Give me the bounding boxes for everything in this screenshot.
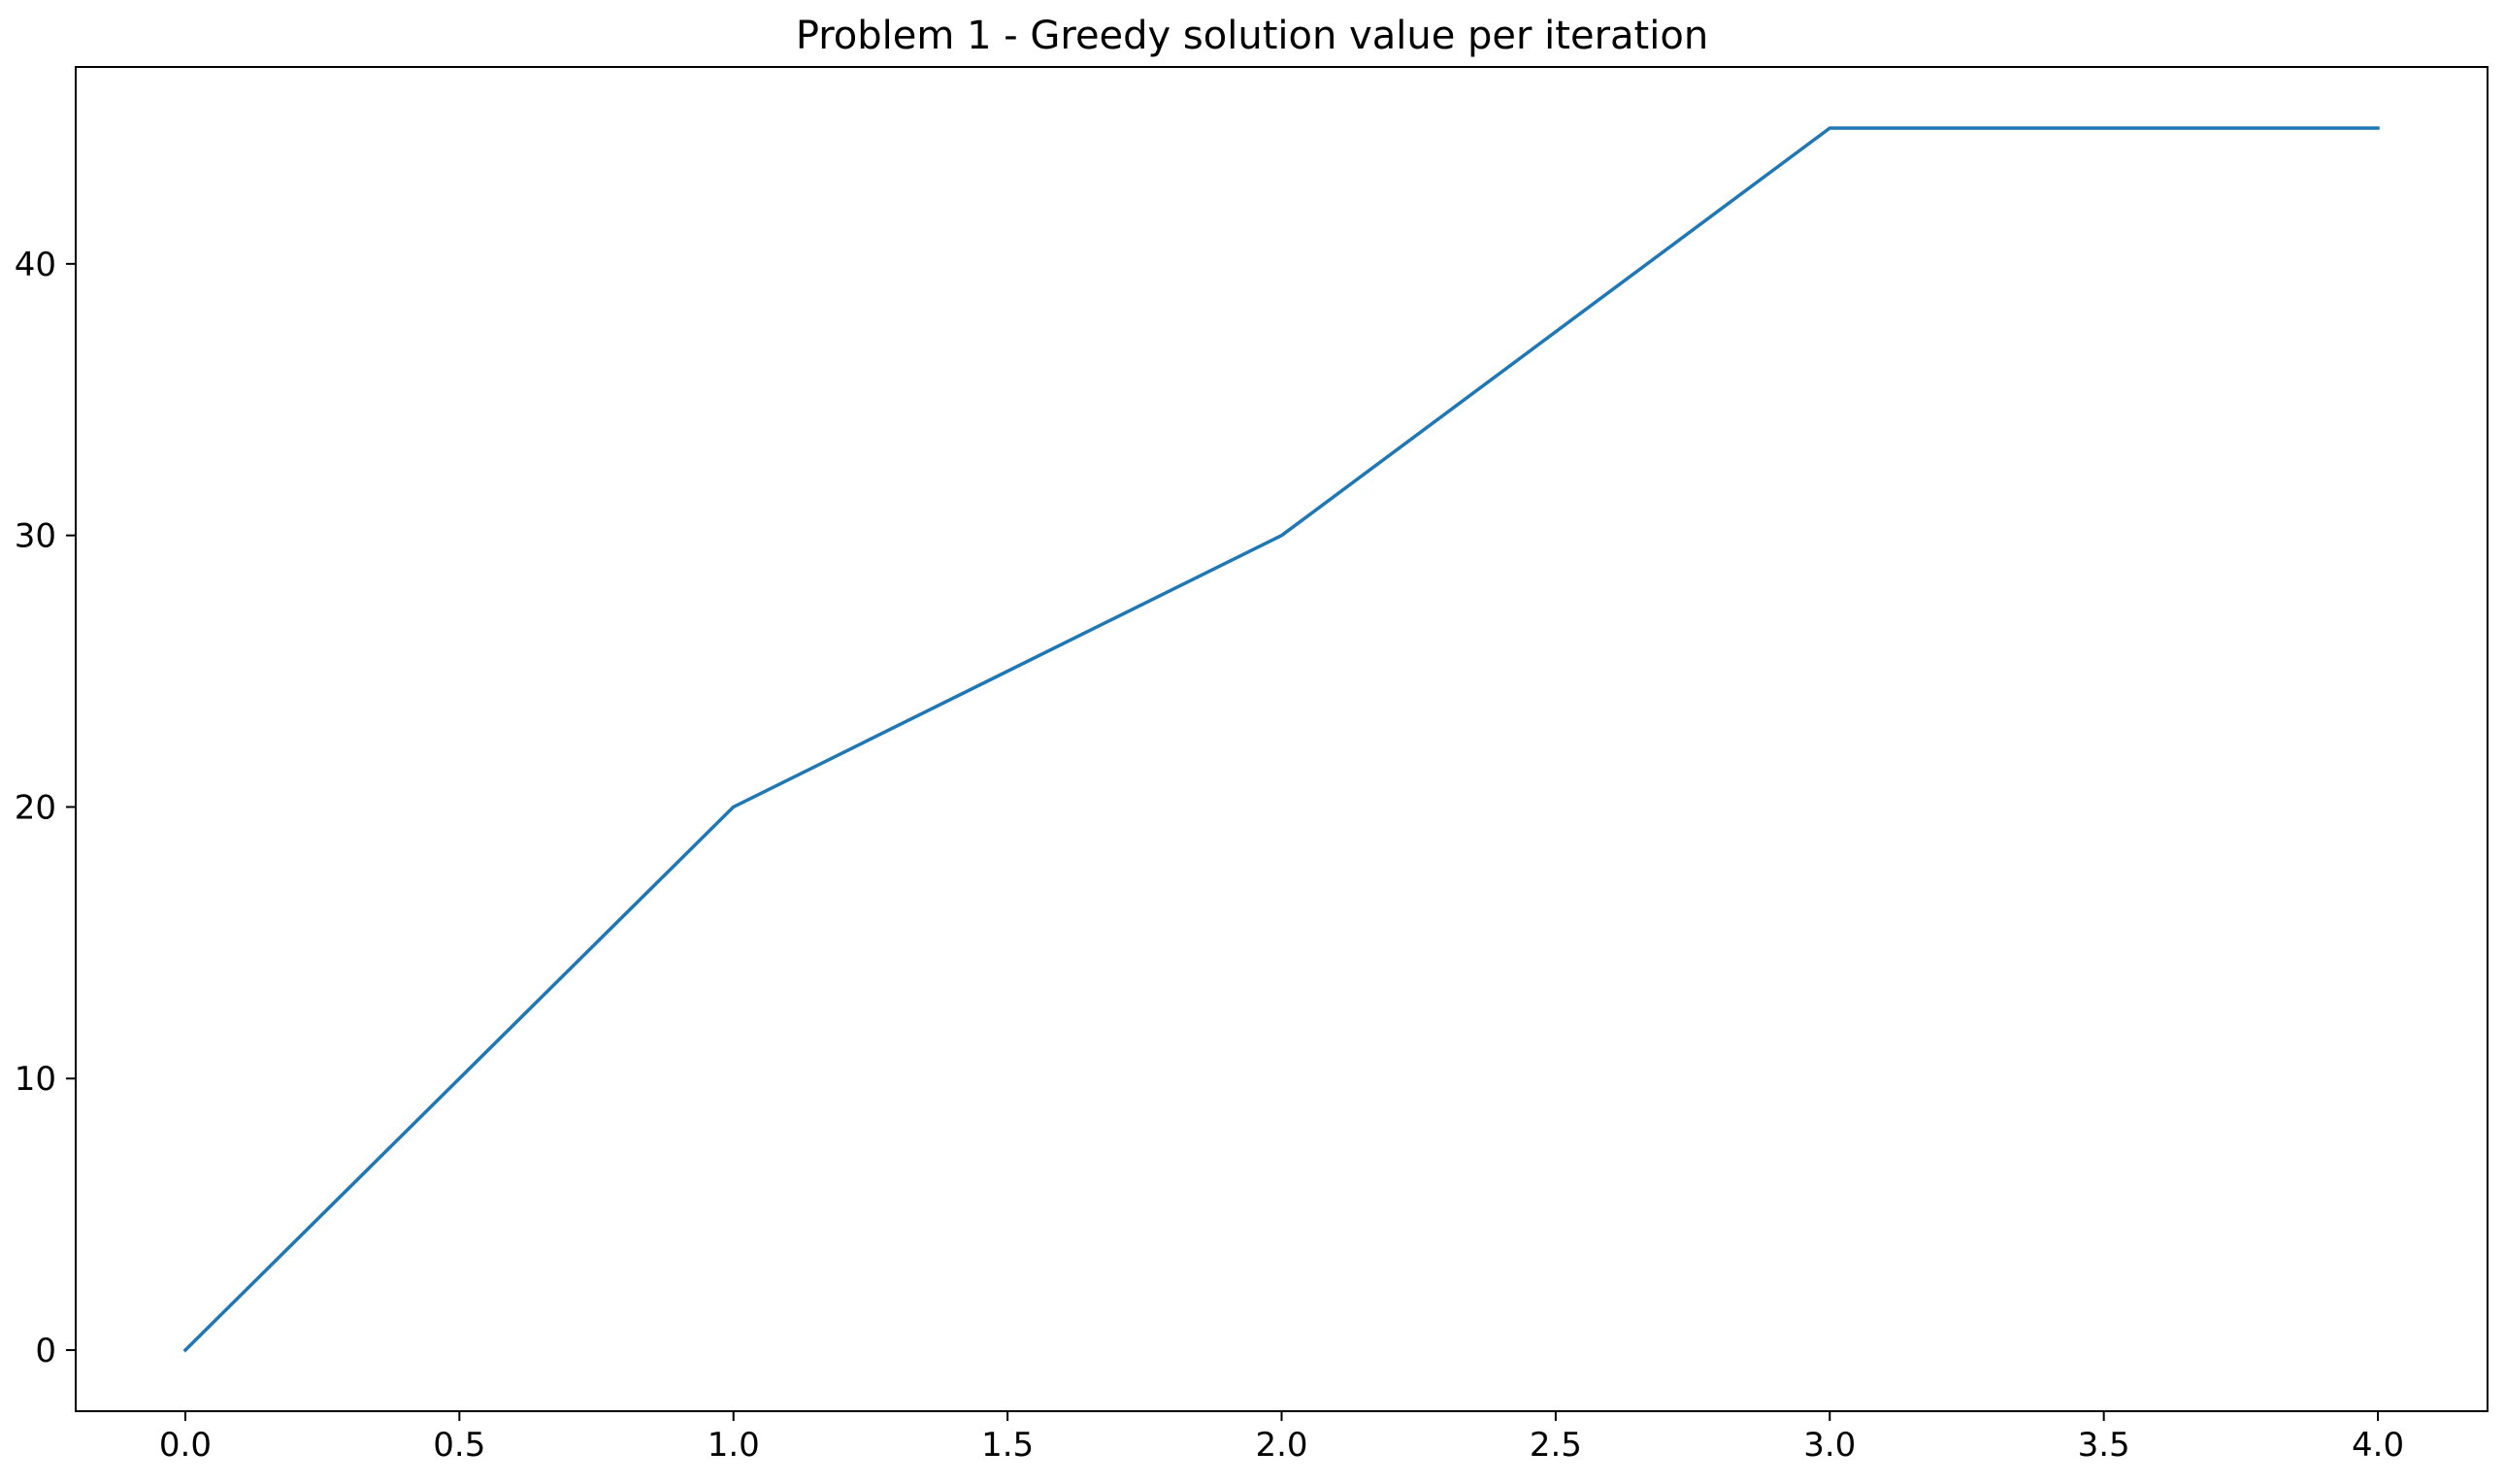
x-tick-label: 1.5 bbox=[981, 1426, 1034, 1465]
x-tick-label: 2.0 bbox=[1255, 1426, 1307, 1465]
x-axis: 0.0 0.5 1.0 1.5 2.0 2.5 3.0 3.5 4.0 bbox=[159, 1411, 2404, 1465]
y-tick-label: 20 bbox=[15, 788, 56, 827]
x-tick-label: 3.0 bbox=[1803, 1426, 1856, 1465]
x-tick-label: 2.5 bbox=[1530, 1426, 1582, 1465]
x-tick-label: 4.0 bbox=[2352, 1426, 2404, 1465]
chart-title: Problem 1 - Greedy solution value per it… bbox=[796, 14, 1708, 58]
plot-frame bbox=[75, 66, 2489, 1412]
x-tick-label: 0.5 bbox=[433, 1426, 485, 1465]
x-tick-label: 3.5 bbox=[2078, 1426, 2130, 1465]
x-tick-label: 1.0 bbox=[708, 1426, 760, 1465]
y-tick-label: 10 bbox=[15, 1060, 56, 1099]
y-tick-label: 40 bbox=[15, 246, 56, 284]
series-layer bbox=[182, 126, 2380, 1353]
y-axis: 0 10 20 30 40 bbox=[15, 246, 76, 1370]
y-tick-label: 30 bbox=[15, 517, 56, 556]
series-line bbox=[182, 126, 2380, 1353]
y-tick-label: 0 bbox=[35, 1332, 56, 1370]
x-tick-label: 0.0 bbox=[159, 1426, 212, 1465]
